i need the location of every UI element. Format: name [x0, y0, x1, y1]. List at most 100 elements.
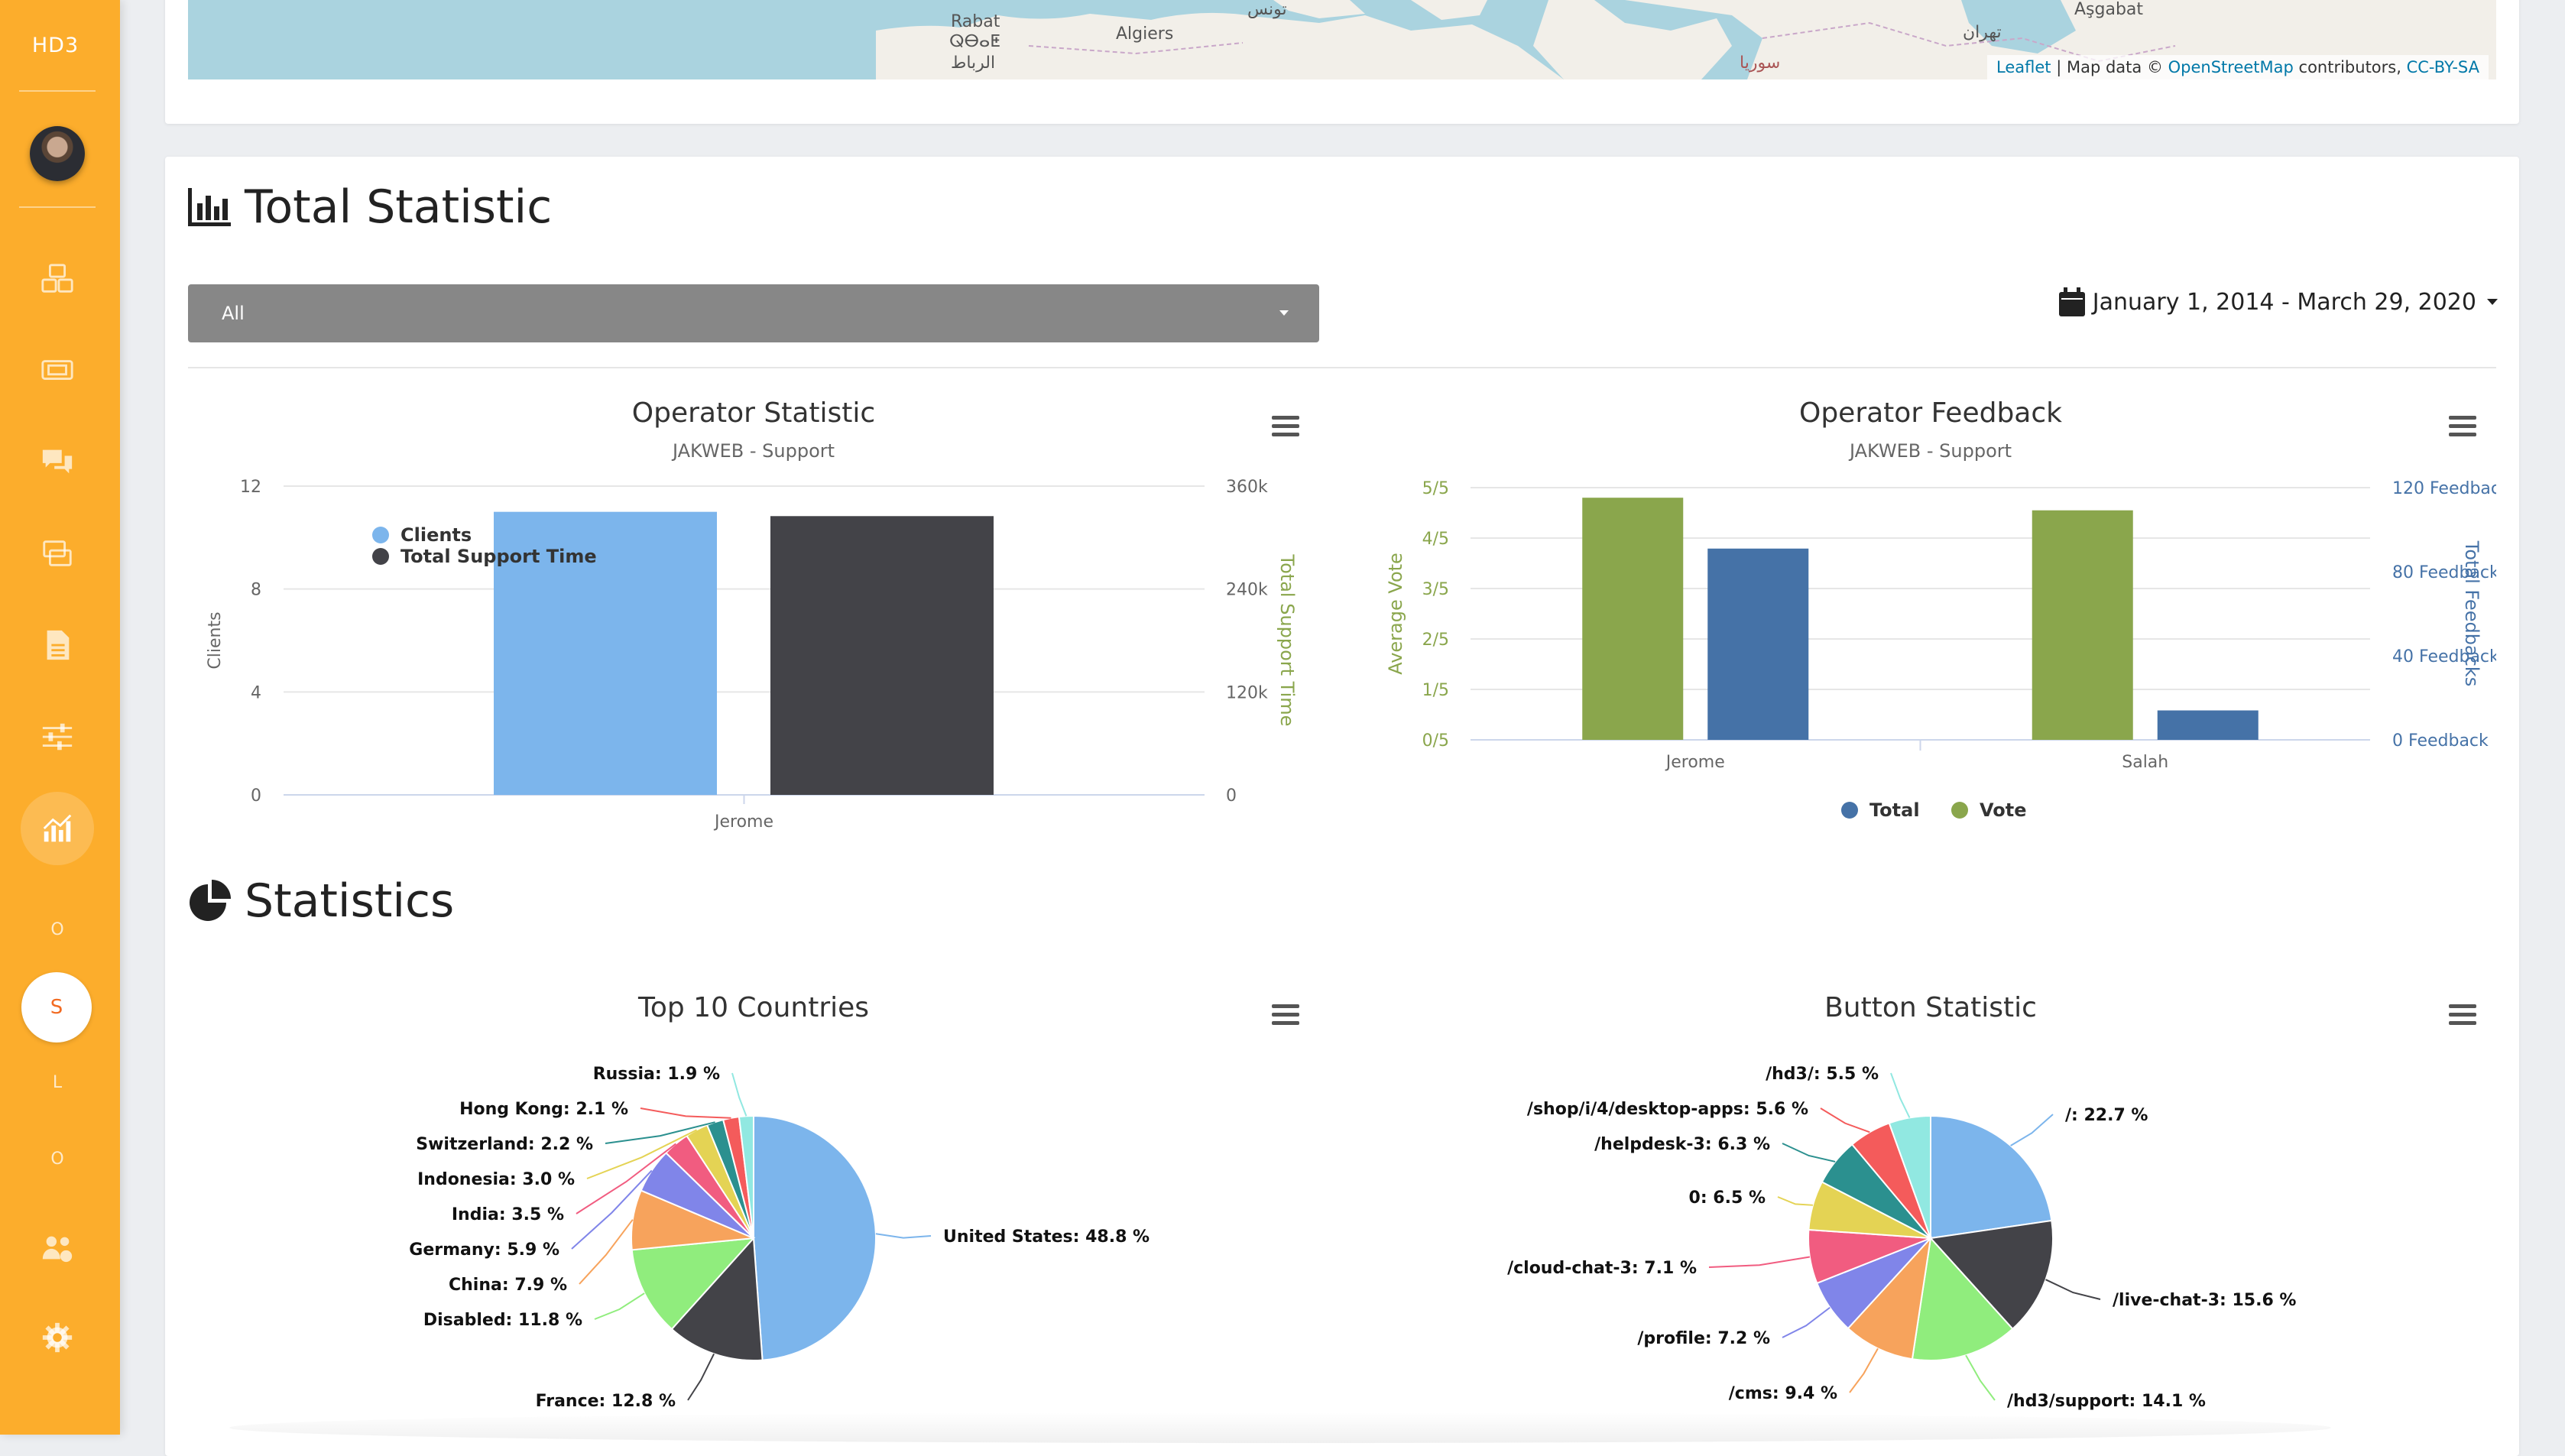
chart-title: Top 10 Countries [637, 992, 869, 1023]
pie-data-label: /shop/i/4/desktop-apps: 5.6 % [1527, 1100, 1808, 1119]
statistics-section-title: Statistics [188, 874, 454, 928]
shadow [229, 1412, 2331, 1443]
connector-line [594, 1292, 645, 1320]
pie-data-label: 0: 6.5 % [1689, 1188, 1766, 1208]
connector-line [571, 1169, 653, 1250]
file-icon[interactable] [34, 622, 80, 668]
bar-clients[interactable] [494, 511, 717, 795]
pie-data-label: France: 12.8 % [536, 1392, 676, 1411]
legend-marker[interactable] [372, 548, 389, 565]
legend-label: Vote [1980, 799, 2027, 821]
sidebar: HD3 O S L O [0, 0, 120, 1435]
connector-line [2010, 1114, 2054, 1146]
connector-line [1849, 1347, 1879, 1393]
chart-title: Button Statistic [1824, 992, 2037, 1023]
sliders-icon[interactable] [34, 714, 80, 760]
y-tick-label: 8 [251, 581, 261, 600]
connector-line [875, 1233, 932, 1239]
connector-line [1820, 1107, 1870, 1133]
chart-title: Operator Feedback [1799, 397, 2062, 429]
page-title: Total Statistic [188, 180, 552, 234]
operator-filter-select[interactable]: All [188, 284, 1319, 342]
chart-menu-icon[interactable] [2449, 416, 2476, 436]
menu-line [1272, 424, 1299, 428]
statistics-card [165, 157, 2519, 1456]
chart-area-icon[interactable] [34, 806, 80, 851]
map-label: سوريا [1740, 54, 1781, 73]
sidebar-divider [19, 206, 96, 208]
y-tick-label: 1/5 [1422, 681, 1449, 700]
menu-line [2449, 433, 2476, 436]
attribution-text: | Map data © [2051, 58, 2168, 76]
menu-line [1272, 433, 1299, 436]
gear-icon[interactable] [34, 1315, 80, 1360]
legend-marker[interactable] [1841, 802, 1858, 819]
y-tick-label: 4/5 [1422, 530, 1449, 549]
pie-slice[interactable] [1847, 1235, 1932, 1360]
pie-data-label: Hong Kong: 2.1 % [459, 1100, 628, 1119]
license-link[interactable]: CC-BY-SA [2406, 58, 2479, 76]
avatar[interactable] [30, 126, 85, 181]
bar-total[interactable] [1707, 548, 1809, 740]
y-axis-title: Average Vote [1385, 553, 1406, 675]
users-cog-icon[interactable] [34, 1224, 80, 1270]
bar-vote[interactable] [1582, 498, 1684, 740]
brand-logo[interactable]: HD3 [31, 34, 79, 57]
cubes-icon[interactable] [34, 255, 80, 301]
chart-menu-icon[interactable] [1272, 416, 1299, 436]
pie-slice[interactable] [753, 1114, 877, 1361]
pie-data-label: /live-chat-3: 15.6 % [2113, 1291, 2296, 1310]
sidebar-letter[interactable]: O [50, 920, 64, 939]
y-axis-title: Clients [206, 611, 225, 669]
date-range-picker[interactable]: January 1, 2014 - March 29, 2020 [2058, 284, 2498, 319]
pie-slice[interactable] [670, 1236, 764, 1361]
ticket-icon[interactable] [34, 347, 80, 393]
y2-tick-label: 0 Feedback [2392, 731, 2489, 751]
menu-line [2449, 1021, 2476, 1025]
legend-marker[interactable] [372, 527, 389, 543]
sidebar-letter-active[interactable]: S [21, 972, 92, 1043]
bar-vote[interactable] [2032, 510, 2133, 740]
connector-line [586, 1129, 697, 1179]
sidebar-letter[interactable]: O [50, 1150, 64, 1169]
pie-slice[interactable] [1930, 1114, 2053, 1240]
caret-down-icon [2487, 299, 2498, 305]
y-tick-label: 2/5 [1422, 631, 1449, 650]
connector-line [1777, 1196, 1814, 1206]
chart-menu-icon[interactable] [2449, 1004, 2476, 1025]
map-label: ⵕⴱⴰⵟ [949, 32, 1000, 51]
cash-register-icon[interactable] [34, 530, 80, 576]
connector-line [640, 1107, 731, 1119]
connector-line [579, 1219, 634, 1285]
y-tick-label: 3/5 [1422, 580, 1449, 599]
y2-tick-label: 240k [1226, 581, 1268, 600]
chat-icon[interactable] [34, 439, 80, 485]
pie-slice[interactable] [1929, 1219, 2054, 1331]
pie-data-label: Germany: 5.9 % [409, 1240, 559, 1260]
map-card: Rabat ⵕⴱⴰⵟ الرباط Algiers تونس Aşgabat ت… [165, 0, 2519, 124]
map-label: Rabat [951, 12, 1000, 31]
map-attribution: Leaflet | Map data © OpenStreetMap contr… [1987, 55, 2489, 79]
divider [188, 367, 2496, 368]
pie-data-label: /hd3/support: 14.1 % [2007, 1392, 2206, 1411]
total-statistic-title: Total Statistic [245, 180, 553, 234]
sidebar-letter[interactable]: L [52, 1073, 63, 1092]
bar-total[interactable] [2157, 710, 2259, 741]
pie-data-label: Switzerland: 2.2 % [416, 1135, 593, 1154]
legend-marker[interactable] [1951, 802, 1968, 819]
bar-total-support-time[interactable] [770, 516, 994, 795]
y-tick-label: 5/5 [1422, 479, 1449, 498]
world-map[interactable]: Rabat ⵕⴱⴰⵟ الرباط Algiers تونس Aşgabat ت… [188, 0, 2496, 79]
pie-data-label: India: 3.5 % [452, 1205, 564, 1224]
osm-link[interactable]: OpenStreetMap [2168, 58, 2294, 76]
connector-line [2045, 1279, 2101, 1300]
button-statistic-chart: Button Statistic /: 22.7 % /live-chat-3: 1… [1507, 992, 2476, 1411]
y2-axis-title: Total Support Time [1276, 554, 1298, 727]
pie-data-label: Indonesia: 3.0 % [417, 1170, 575, 1189]
y2-tick-label: 40 Feedback [2392, 647, 2496, 666]
connector-line [687, 1353, 715, 1401]
select-value: All [222, 303, 245, 324]
pie-data-label: Disabled: 11.8 % [423, 1311, 582, 1330]
chart-menu-icon[interactable] [1272, 1004, 1299, 1025]
leaflet-link[interactable]: Leaflet [1996, 58, 2051, 76]
